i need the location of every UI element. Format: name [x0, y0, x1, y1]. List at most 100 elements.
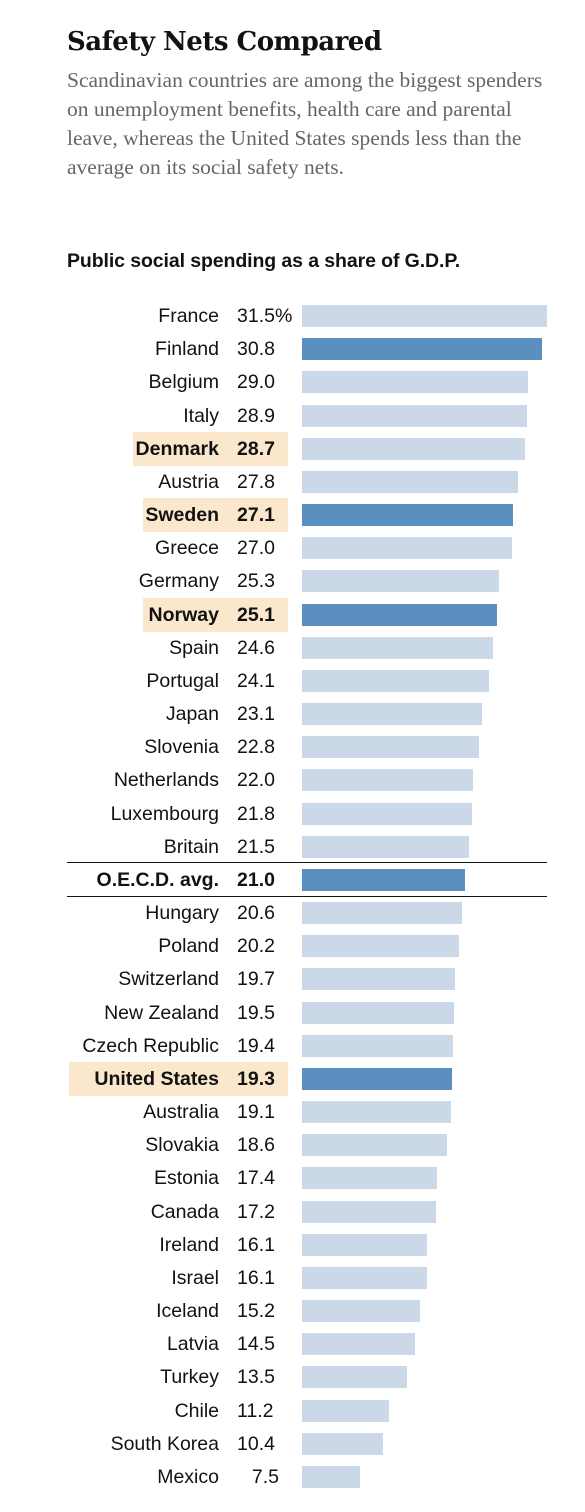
category-label-iceland: Iceland: [156, 1300, 219, 1323]
bar-portugal: [302, 669, 490, 692]
category-label-portugal: Portugal: [146, 669, 219, 692]
category-label-o-e-c-d-avg: O.E.C.D. avg.: [96, 868, 219, 891]
bar-britain: [302, 835, 470, 858]
category-label-sweden: Sweden: [145, 504, 219, 527]
category-label-norway: Norway: [148, 603, 219, 626]
value-label-australia: 19.1: [237, 1101, 275, 1124]
bar-estonia: [302, 1167, 438, 1190]
value-label-spain: 24.6: [237, 636, 275, 659]
bar-canada: [302, 1200, 436, 1223]
category-label-chile: Chile: [174, 1399, 219, 1422]
category-label-turkey: Turkey: [160, 1366, 219, 1389]
bar-south-korea: [302, 1432, 383, 1455]
value-label-estonia: 17.4: [237, 1167, 275, 1190]
value-label-chile: 11.2: [237, 1399, 274, 1422]
category-label-japan: Japan: [165, 703, 219, 726]
bar-hungary: [302, 902, 463, 925]
value-label-italy: 28.9: [237, 404, 275, 427]
category-label-australia: Australia: [143, 1101, 219, 1124]
bar-israel: [302, 1266, 428, 1289]
value-label-france: 31.5%: [237, 305, 293, 327]
category-label-denmark: Denmark: [135, 437, 219, 460]
value-label-luxembourg: 21.8: [237, 802, 275, 825]
value-label-mexico: 7.5: [251, 1465, 279, 1488]
bar-new-zealand: [302, 1001, 454, 1024]
bar-italy: [302, 404, 527, 427]
value-label-poland: 20.2: [237, 935, 275, 958]
value-label-germany: 25.3: [237, 570, 275, 593]
category-label-poland: Poland: [158, 935, 219, 958]
value-label-canada: 17.2: [237, 1200, 275, 1223]
bar-denmark: [302, 437, 526, 460]
chart-heading: Public social spending as a share of G.D…: [67, 250, 461, 272]
avg-rule-bottom: [67, 895, 547, 897]
bar-spain: [302, 636, 494, 659]
value-label-hungary: 20.6: [237, 902, 275, 925]
value-label-switzerland: 19.7: [237, 968, 275, 991]
row-highlight-sweden: [143, 498, 288, 533]
row-highlight-norway: [143, 597, 288, 632]
bar-germany: [302, 570, 499, 593]
category-label-luxembourg: Luxembourg: [110, 802, 219, 825]
bar-austria: [302, 470, 519, 493]
category-label-estonia: Estonia: [153, 1167, 219, 1190]
category-label-belgium: Belgium: [148, 371, 219, 394]
bar-o-e-c-d-avg: [302, 868, 466, 891]
value-label-slovenia: 22.8: [237, 736, 275, 759]
bar-turkey: [302, 1366, 407, 1389]
value-label-united-states: 19.3: [237, 1067, 275, 1090]
row-highlight-denmark: [132, 431, 288, 466]
value-label-japan: 23.1: [237, 703, 275, 726]
value-label-belgium: 29.0: [237, 371, 275, 394]
bar-poland: [302, 935, 460, 958]
category-label-israel: Israel: [171, 1266, 219, 1289]
category-label-spain: Spain: [169, 636, 219, 659]
bar-luxembourg: [302, 802, 472, 825]
category-label-germany: Germany: [138, 570, 219, 593]
bar-slovenia: [302, 736, 480, 759]
value-label-ireland: 16.1: [237, 1233, 275, 1256]
category-label-new-zealand: New Zealand: [104, 1001, 219, 1024]
category-label-latvia: Latvia: [166, 1333, 219, 1356]
value-label-norway: 25.1: [237, 603, 275, 626]
bar-sweden: [302, 504, 513, 527]
bar-japan: [302, 703, 482, 726]
value-label-iceland: 15.2: [237, 1300, 275, 1323]
value-label-czech-republic: 19.4: [237, 1034, 275, 1057]
bar-finland: [302, 338, 542, 361]
value-label-austria: 27.8: [237, 470, 275, 493]
category-label-united-states: United States: [94, 1067, 219, 1090]
category-label-britain: Britain: [163, 835, 219, 858]
value-label-slovakia: 18.6: [237, 1134, 275, 1157]
category-label-france: France: [158, 305, 219, 327]
category-label-austria: Austria: [158, 470, 219, 493]
category-label-switzerland: Switzerland: [118, 968, 219, 991]
row-highlight-united-states: [69, 1061, 288, 1096]
value-label-israel: 16.1: [237, 1266, 275, 1289]
value-label-turkey: 13.5: [237, 1366, 275, 1389]
category-label-netherlands: Netherlands: [113, 769, 219, 792]
value-label-south-korea: 10.4: [237, 1432, 275, 1455]
value-label-finland: 30.8: [237, 338, 275, 361]
category-label-slovakia: Slovakia: [145, 1134, 219, 1157]
category-label-south-korea: South Korea: [110, 1432, 219, 1455]
value-label-new-zealand: 19.5: [237, 1001, 275, 1024]
bar-switzerland: [302, 968, 456, 991]
value-label-britain: 21.5: [237, 835, 275, 858]
category-label-hungary: Hungary: [145, 902, 219, 925]
value-label-denmark: 28.7: [237, 437, 275, 460]
bar-mexico: [302, 1465, 361, 1488]
bar-netherlands: [302, 769, 474, 792]
bar-france: [302, 305, 547, 327]
bar-slovakia: [302, 1134, 447, 1157]
bar-chile: [302, 1399, 390, 1422]
category-label-greece: Greece: [155, 537, 219, 560]
bar-united-states: [302, 1067, 453, 1090]
bar-australia: [302, 1101, 451, 1124]
bar-czech-republic: [302, 1034, 453, 1057]
value-label-o-e-c-d-avg: 21.0: [237, 868, 275, 891]
value-label-portugal: 24.1: [237, 669, 275, 692]
bar-norway: [302, 603, 498, 626]
category-label-finland: Finland: [155, 338, 219, 361]
